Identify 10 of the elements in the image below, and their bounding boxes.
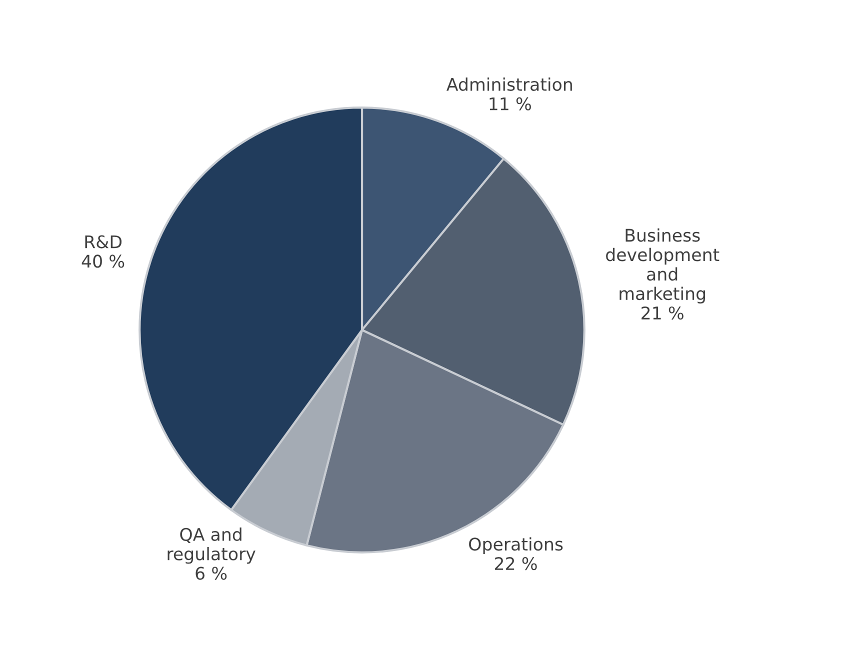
slice-label: Operations: [469, 537, 563, 554]
slice-label: QA and regulatory: [168, 528, 256, 564]
slice-label: Business development and marketing: [606, 228, 720, 304]
data-label: 22 %: [495, 557, 537, 570]
slice-label: Administration: [446, 78, 572, 91]
data-label: 6 %: [196, 566, 227, 580]
data-label: 21 %: [642, 306, 684, 320]
slice-label: R&D: [85, 235, 122, 248]
data-label: 40 %: [82, 254, 124, 268]
data-label: 11 %: [490, 97, 531, 110]
